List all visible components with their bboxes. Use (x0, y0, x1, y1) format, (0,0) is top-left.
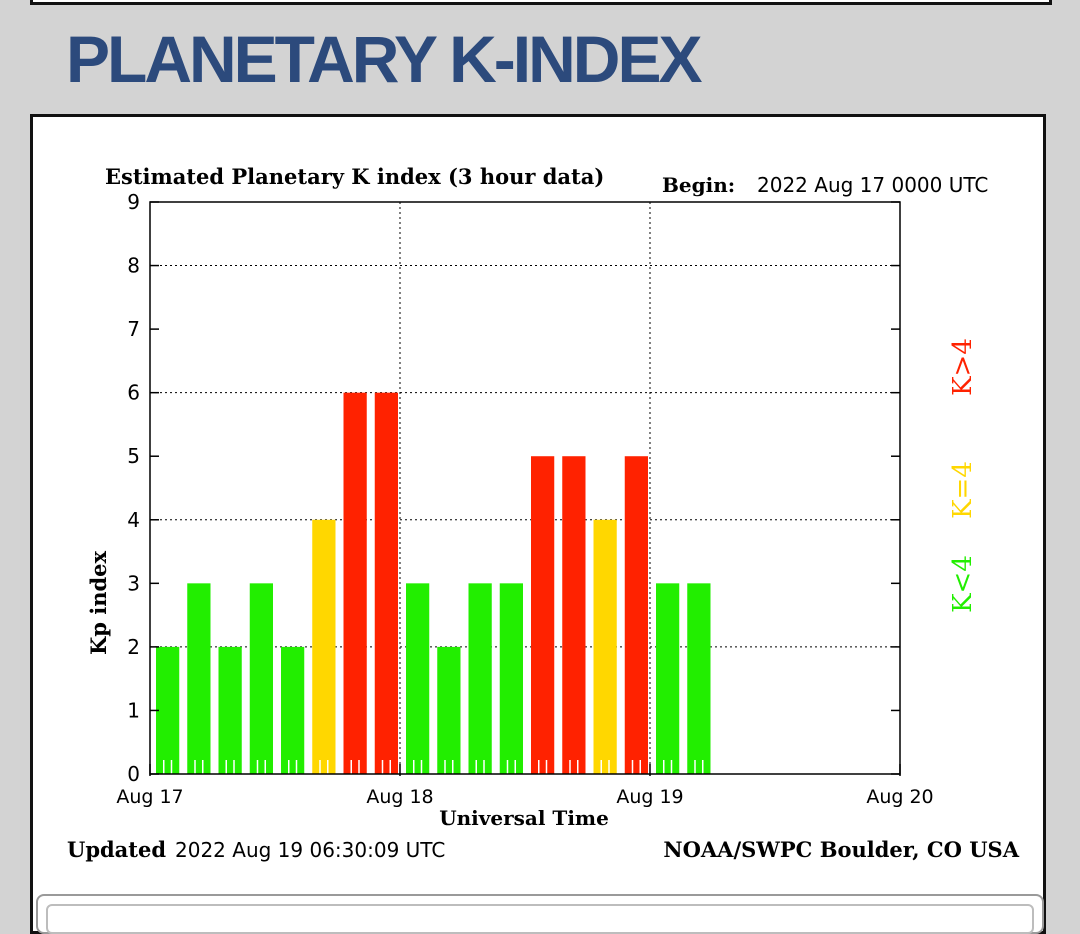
y-tick-label: 4 (127, 508, 140, 532)
updated-value: 2022 Aug 19 06:30:09 UTC (175, 838, 445, 862)
plot-frame (149, 201, 901, 775)
axes (149, 201, 901, 776)
bar (437, 646, 461, 774)
y-tick-label: 2 (127, 635, 140, 659)
bars (156, 392, 711, 774)
x-tick-label: Aug 19 (616, 786, 683, 808)
top-frame (30, 0, 1052, 5)
begin-value: 2022 Aug 17 0000 UTC (757, 173, 988, 197)
bar (499, 583, 523, 774)
bar (249, 583, 273, 774)
bar (312, 519, 336, 774)
y-tick-label: 0 (127, 762, 140, 786)
begin-label: Begin: (662, 173, 735, 197)
page-title: PLANETARY K-INDEX (66, 22, 702, 96)
y-tick-label: 9 (127, 190, 140, 214)
x-tick-label: Aug 20 (866, 786, 933, 808)
bar (281, 646, 305, 774)
legend-item: K=4 (948, 461, 978, 519)
bar (406, 583, 430, 774)
bar (156, 646, 180, 774)
bar (593, 519, 617, 774)
x-axis-label: Universal Time (439, 806, 609, 830)
bar (624, 456, 648, 774)
kp-chart: Estimated Planetary K index (3 hour data… (67, 164, 1020, 862)
y-tick-label: 1 (127, 698, 140, 722)
bar (468, 583, 492, 774)
y-tick-label: 8 (127, 254, 140, 278)
credit-text: NOAA/SWPC Boulder, CO USA (663, 837, 1019, 862)
y-tick-label: 6 (127, 381, 140, 405)
bar (218, 646, 242, 774)
chart-title: Estimated Planetary K index (3 hour data… (105, 164, 604, 189)
bar (531, 456, 555, 774)
y-tick-label: 3 (127, 571, 140, 595)
bar (374, 392, 398, 774)
legend-item: K<4 (948, 555, 978, 613)
bar (343, 392, 367, 774)
grid-lines (150, 202, 900, 774)
bar (562, 456, 586, 774)
legend-item: K>4 (948, 338, 978, 396)
bar (656, 583, 680, 774)
legend: K>4 K=4 K<4 (948, 338, 978, 613)
updated-label: Updated (67, 837, 166, 862)
bar (687, 583, 711, 774)
y-axis-label: Kp index (86, 550, 111, 655)
bar (187, 583, 211, 774)
y-tick-label: 5 (127, 444, 140, 468)
bottom-card-inner (46, 904, 1034, 934)
y-tick-label: 7 (127, 317, 140, 341)
chart-panel: Estimated Planetary K index (3 hour data… (30, 114, 1046, 934)
x-tick-label: Aug 17 (116, 786, 183, 808)
tick-labels: 0 1 2 3 4 5 6 7 8 9 Aug 17 Aug 18 Aug 19 Aug 20 (116, 190, 933, 808)
x-tick-label: Aug 18 (366, 786, 433, 808)
